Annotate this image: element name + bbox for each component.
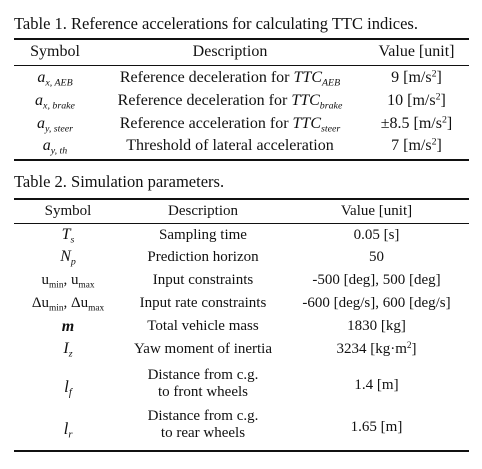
- table1-row3-description: Reference acceleration for TTCsteer: [119, 115, 341, 135]
- table2-row2-symbol: Np: [60, 248, 76, 268]
- table1-row3-value: ±8.5 [m/s2]: [380, 114, 453, 132]
- table2-row2-value: 50: [369, 249, 384, 265]
- table2-header-rule: [14, 223, 469, 224]
- table2-row3-value: -500 [deg], 500 [deg]: [312, 272, 441, 288]
- table2-row3-symbol: umin, umax: [41, 272, 95, 291]
- table1-header-rule: [14, 65, 469, 66]
- table2-row4-description: Input rate constraints: [139, 295, 267, 311]
- table1-row1-symbol: ax, AEB: [37, 69, 73, 89]
- table1-row2-symbol: ax, brake: [35, 92, 75, 112]
- table1-row2-value: 10 [m/s2]: [387, 91, 446, 109]
- table1-header-value: Value [unit]: [378, 43, 455, 60]
- table2-row7-symbol: lf: [64, 377, 72, 399]
- table1-bottom-rule: [14, 159, 469, 161]
- table2-row1-symbol: Ts: [61, 226, 75, 246]
- table2-caption: Table 2. Simulation parameters.: [14, 172, 225, 191]
- table1-row1-description: Reference deceleration for TTCAEB: [119, 69, 341, 89]
- table2-top-rule: [14, 198, 469, 200]
- table1-caption: Table 1. Reference accelerations for cal…: [14, 14, 418, 33]
- table1: Symbol Description Value [unit] ax, AEB …: [14, 38, 469, 161]
- table2-row7-description: Distance from c.g. to front wheels: [122, 367, 284, 402]
- table1-header-symbol: Symbol: [30, 43, 80, 60]
- table2-row8-symbol: lr: [63, 419, 73, 441]
- table2-row1-value: 0.05 [s]: [353, 227, 400, 243]
- table2-header-symbol: Symbol: [44, 203, 92, 219]
- table2-header-description: Description: [168, 203, 238, 219]
- table2-row4-symbol: Δumin, Δumax: [31, 295, 105, 314]
- table1-top-rule: [14, 38, 469, 40]
- table2-row8-description-line2: to rear wheels: [160, 425, 246, 442]
- table1-row1-value: 9 [m/s2]: [391, 68, 442, 86]
- table1-header-description: Description: [192, 43, 268, 60]
- table2-row7-value: 1.4 [m]: [354, 377, 399, 393]
- table2-row6-description: Yaw moment of inertia: [133, 341, 273, 357]
- table1-row2-description: Reference deceleration for TTCbrake: [117, 92, 343, 112]
- table2-row5-description: Total vehicle mass: [147, 318, 259, 334]
- table2-row2-description: Prediction horizon: [147, 249, 259, 265]
- table2-row1-description: Sampling time: [159, 227, 247, 243]
- table2-row4-value: -600 [deg/s], 600 [deg/s]: [302, 295, 451, 311]
- table2-row8-value: 1.65 [m]: [350, 419, 403, 435]
- table2: Symbol Description Value [unit] Ts Sampl…: [14, 198, 469, 454]
- table2-row6-value: 3234 [kg·m2]: [336, 340, 417, 357]
- table2-row5-value: 1830 [kg]: [347, 318, 406, 334]
- table2-row8-description: Distance from c.g. to rear wheels: [122, 408, 284, 443]
- table1-row4-value: 7 [m/s2]: [391, 136, 442, 154]
- table2-header-value: Value [unit]: [340, 203, 413, 219]
- table2-row8-description-line1: Distance from c.g.: [147, 408, 259, 424]
- table2-row7-description-line2: to front wheels: [158, 384, 248, 401]
- table2-row7-description-line1: Distance from c.g.: [147, 367, 259, 383]
- table2-bottom-rule: [14, 450, 469, 452]
- table1-row3-symbol: ay, steer: [36, 115, 74, 135]
- table1-row4-description: Threshold of lateral acceleration: [126, 137, 334, 154]
- table2-row6-symbol: Iz: [63, 340, 73, 360]
- table2-row3-description: Input constraints: [152, 272, 254, 288]
- table2-row5-symbol: m: [61, 318, 75, 335]
- table1-row4-symbol: ay, th: [42, 137, 68, 157]
